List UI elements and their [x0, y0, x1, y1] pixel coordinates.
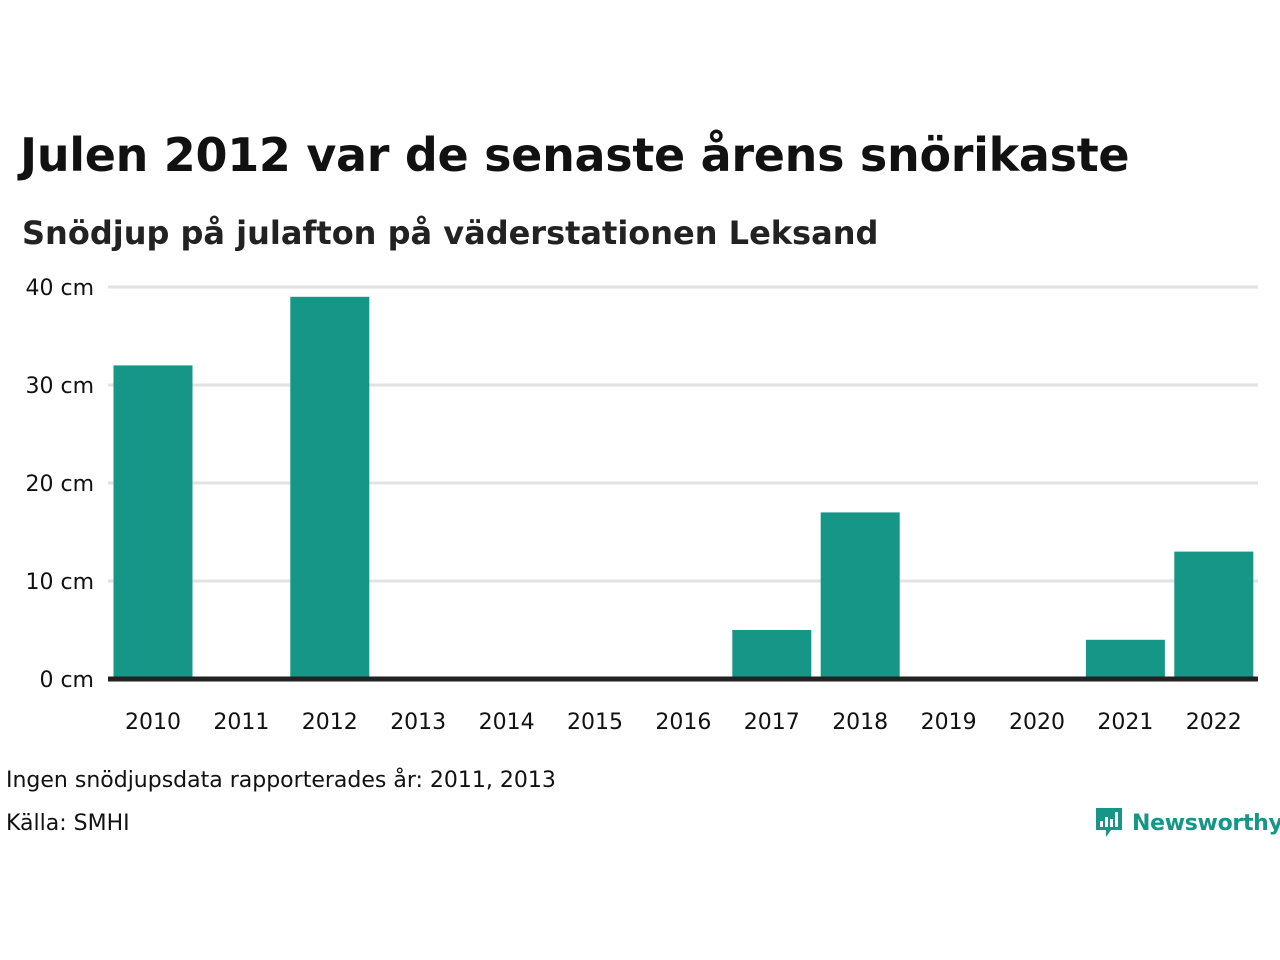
bar-2017 — [732, 630, 812, 679]
bar-2021 — [1085, 639, 1165, 679]
x-tick-label: 2020 — [1009, 710, 1065, 735]
x-tick-label: 2012 — [302, 710, 358, 735]
x-tick-label: 2022 — [1186, 710, 1242, 735]
logo-text: Newsworthy — [1132, 810, 1280, 836]
bar-2010 — [113, 365, 193, 679]
x-tick-label: 2014 — [479, 710, 535, 735]
x-tick-label: 2021 — [1097, 710, 1153, 735]
x-tick-label: 2013 — [390, 710, 446, 735]
source-note: Källa: SMHI — [6, 811, 130, 836]
y-tick-label: 20 cm — [25, 472, 94, 497]
x-tick-label: 2017 — [744, 710, 800, 735]
x-tick-label: 2011 — [213, 710, 269, 735]
bar-2012 — [290, 296, 370, 679]
x-tick-label: 2018 — [832, 710, 888, 735]
y-tick-label: 10 cm — [25, 570, 94, 595]
chart-subtitle: Snödjup på julafton på väderstationen Le… — [22, 214, 879, 252]
x-tick-label: 2015 — [567, 710, 623, 735]
x-tick-label: 2016 — [655, 710, 711, 735]
grid-lines — [108, 285, 1258, 583]
x-tick-label: 2019 — [921, 710, 977, 735]
missing-data-note: Ingen snödjupsdata rapporterades år: 201… — [6, 768, 556, 793]
chart-title: Julen 2012 var de senaste årens snörikas… — [20, 128, 1130, 182]
bars — [113, 296, 1254, 679]
bar-2022 — [1174, 551, 1254, 679]
y-axis-labels: 0 cm 10 cm 20 cm 30 cm 40 cm — [25, 276, 94, 693]
y-tick-label: 30 cm — [25, 374, 94, 399]
x-axis-labels: 2010 2011 2012 2013 2014 2015 2016 2017 2018 2019… — [125, 710, 1242, 735]
x-tick-label: 2010 — [125, 710, 181, 735]
y-tick-label: 0 cm — [39, 668, 94, 693]
bar-2018 — [820, 512, 900, 679]
newsworthy-logo: Newsworthy — [1094, 806, 1280, 840]
newsworthy-logo-icon — [1096, 808, 1122, 837]
y-tick-label: 40 cm — [25, 276, 94, 301]
